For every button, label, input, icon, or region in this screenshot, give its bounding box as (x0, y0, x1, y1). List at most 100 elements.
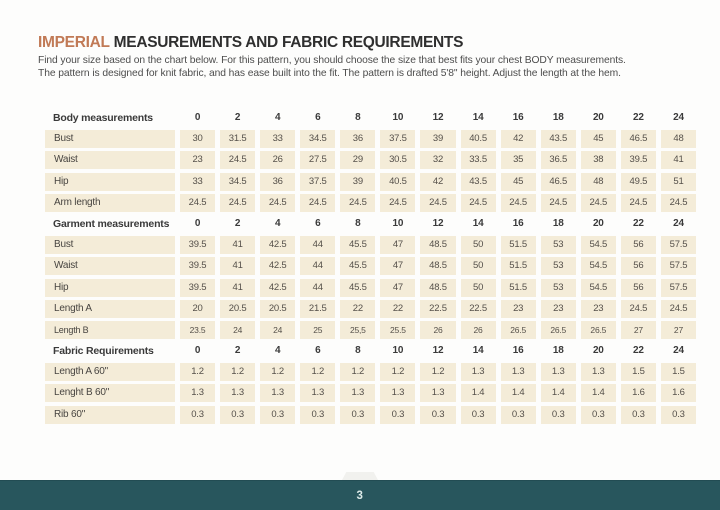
cell-value: 24.5 (220, 151, 256, 170)
page-title-highlight: IMPERIAL (38, 34, 110, 51)
size-column-header: 22 (633, 345, 644, 357)
cell-value: 1.5 (620, 363, 656, 382)
cell-value: 23 (500, 299, 536, 318)
size-column-header: 0 (194, 345, 201, 357)
row-label: Rib 60" (45, 405, 175, 424)
cell-value: 54.5 (580, 257, 616, 276)
cell-value: 0.3 (660, 405, 696, 424)
cell-value: 1.2 (420, 363, 456, 382)
cell-value: 24.5 (180, 193, 216, 212)
cell-value: 22 (380, 299, 416, 318)
cell-value: 24.5 (300, 193, 336, 212)
cell-value: 26.5 (500, 320, 536, 339)
size-column-header: 6 (315, 345, 321, 357)
cell-value: 30 (180, 130, 216, 149)
cell-value: 1.6 (620, 384, 656, 403)
cell-value: 1.3 (420, 384, 456, 403)
cell-value: 22.5 (420, 299, 456, 318)
cell-value: 45 (500, 172, 536, 191)
cell-value: 41 (220, 278, 256, 297)
cell-value: 47 (380, 278, 416, 297)
intro-line-1: Find your size based on the chart below.… (38, 55, 626, 66)
cell-value: 53 (540, 257, 576, 276)
size-column-header: 12 (432, 217, 444, 229)
cell-value: 0.3 (180, 405, 216, 424)
cell-value: 24.5 (260, 193, 296, 212)
table-group-header-row: Body measurements 0 2 4 6 8 10 12 14 16 18 20 22 24 (45, 109, 696, 127)
size-column-header: 12 (432, 112, 444, 123)
cell-value: 39.5 (620, 151, 656, 170)
cell-value: 1.4 (580, 384, 616, 403)
cell-value: 0.3 (620, 405, 656, 424)
cell-value: 1.3 (500, 363, 536, 382)
cell-value: 1.5 (660, 363, 696, 382)
size-column-header: 18 (552, 112, 564, 123)
cell-value: 27 (660, 320, 696, 339)
table-row: Hip 39.5 41 42.5 44 45.5 47 48.5 50 51.5 53 54.5 56 5… (45, 278, 696, 297)
size-column-header: 4 (274, 345, 281, 357)
cell-value: 26 (460, 320, 496, 339)
size-column-header: 16 (512, 345, 524, 357)
table-row: Waist 23 24.5 26 27.5 29 30.5 32 33.5 35 36.5 38 39.… (45, 151, 696, 170)
page-title-rest: MEASUREMENTS AND FABRIC REQUIREMENTS (113, 34, 464, 51)
cell-value: 23 (540, 299, 576, 318)
cell-value: 39.5 (180, 257, 216, 276)
cell-value: 1.2 (260, 363, 296, 382)
size-column-header: 4 (274, 217, 281, 229)
cell-value: 48 (580, 172, 616, 191)
cell-value: 42.5 (260, 257, 296, 276)
cell-value: 0.3 (540, 405, 576, 424)
cell-value: 23 (580, 299, 616, 318)
cell-value: 46.5 (540, 172, 576, 191)
cell-value: 33.5 (460, 151, 496, 170)
table-group-header-label: Fabric Requirements (53, 345, 154, 358)
cell-value: 51.5 (500, 278, 536, 297)
cell-value: 26.5 (540, 320, 576, 339)
cell-value: 24.5 (540, 193, 576, 212)
cell-value: 36.5 (540, 151, 576, 170)
cell-value: 51.5 (500, 236, 536, 255)
cell-value: 39 (420, 130, 456, 149)
page-title: IMPERIAL MEASUREMENTS AND FABRIC REQUIREM… (38, 34, 463, 52)
cell-value: 47 (380, 236, 416, 255)
cell-value: 1.2 (220, 363, 256, 382)
cell-value: 47 (380, 257, 416, 276)
cell-value: 26.5 (580, 320, 616, 339)
cell-value: 22 (340, 299, 376, 318)
size-column-header: 0 (194, 217, 201, 229)
size-column-header: 2 (234, 345, 241, 357)
cell-value: 0.3 (220, 405, 256, 424)
cell-value: 57.5 (660, 257, 696, 276)
cell-value: 36 (260, 172, 296, 191)
table-group-header-row: Garment measurements 0 2 4 6 8 10 12 14 16 18 20 22 2… (45, 215, 696, 233)
size-column-header: 16 (512, 217, 524, 229)
table-row: Length B 23.5 24 24 25 25,5 25.5 26 26 26.5 26.5 26… (45, 320, 696, 339)
size-column-header: 2 (234, 217, 241, 229)
cell-value: 48.5 (420, 257, 456, 276)
cell-value: 29 (340, 151, 376, 170)
cell-value: 53 (540, 236, 576, 255)
size-column-header: 24 (673, 217, 684, 229)
cell-value: 1.2 (380, 363, 416, 382)
cell-value: 45.5 (340, 257, 376, 276)
size-column-header: 22 (633, 112, 644, 123)
row-label: Waist (45, 151, 175, 170)
cell-value: 49.5 (620, 172, 656, 191)
cell-value: 32 (420, 151, 456, 170)
cell-value: 54.5 (580, 236, 616, 255)
cell-value: 34.5 (220, 172, 256, 191)
cell-value: 57.5 (660, 278, 696, 297)
size-column-header: 10 (392, 112, 404, 123)
cell-value: 1.3 (460, 363, 496, 382)
cell-value: 42.5 (260, 278, 296, 297)
intro-line-2: The pattern is designed for knit fabric,… (38, 67, 621, 79)
cell-value: 45 (580, 130, 616, 149)
size-column-header: 22 (633, 217, 644, 229)
cell-value: 24.5 (660, 193, 696, 212)
footer-notch (342, 472, 378, 480)
cell-value: 44 (300, 257, 336, 276)
table-row: Bust 39.5 41 42.5 44 45.5 47 48.5 50 51.5 53 54.5 56… (45, 236, 696, 255)
cell-value: 1.3 (580, 363, 616, 382)
cell-value: 24.5 (500, 193, 536, 212)
